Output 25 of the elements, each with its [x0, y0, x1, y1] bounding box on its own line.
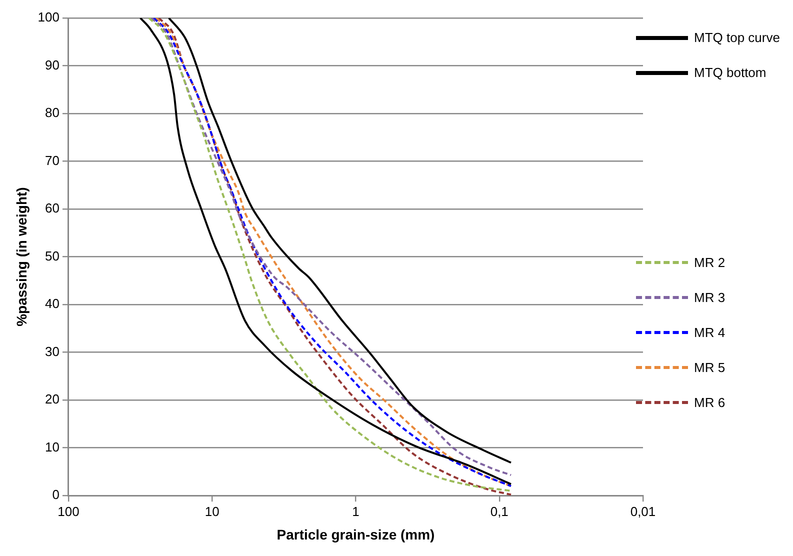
y-tick-label: 30	[45, 344, 60, 359]
x-tick-label: 100	[58, 504, 80, 519]
y-tick-label: 80	[45, 105, 60, 120]
legend-label: MR 4	[694, 325, 726, 340]
y-tick-label: 0	[52, 487, 60, 502]
x-tick-label: 0,01	[630, 504, 656, 519]
y-tick-label: 90	[45, 57, 60, 72]
y-tick-label: 40	[45, 296, 60, 312]
x-tick-label: 10	[204, 504, 220, 519]
y-tick-label: 50	[45, 248, 60, 264]
legend-label: MR 5	[694, 360, 726, 375]
x-axis-title: Particle grain-size (mm)	[276, 526, 435, 542]
legend-label: MTQ bottom	[694, 65, 766, 80]
legend-label: MR 3	[694, 290, 726, 305]
y-tick-label: 100	[38, 10, 60, 25]
x-tick-label: 0,1	[490, 504, 508, 519]
legend-label: MR 6	[694, 395, 726, 410]
y-tick-label: 10	[45, 439, 60, 454]
x-tick-label: 1	[352, 504, 360, 519]
y-tick-label: 20	[45, 392, 60, 407]
y-tick-label: 60	[45, 200, 60, 216]
legend-label: MR 2	[694, 255, 726, 270]
y-axis-title: %passing (in weight)	[13, 187, 30, 326]
legend-label: MTQ top curve	[694, 30, 780, 45]
y-tick-label: 70	[45, 152, 60, 168]
